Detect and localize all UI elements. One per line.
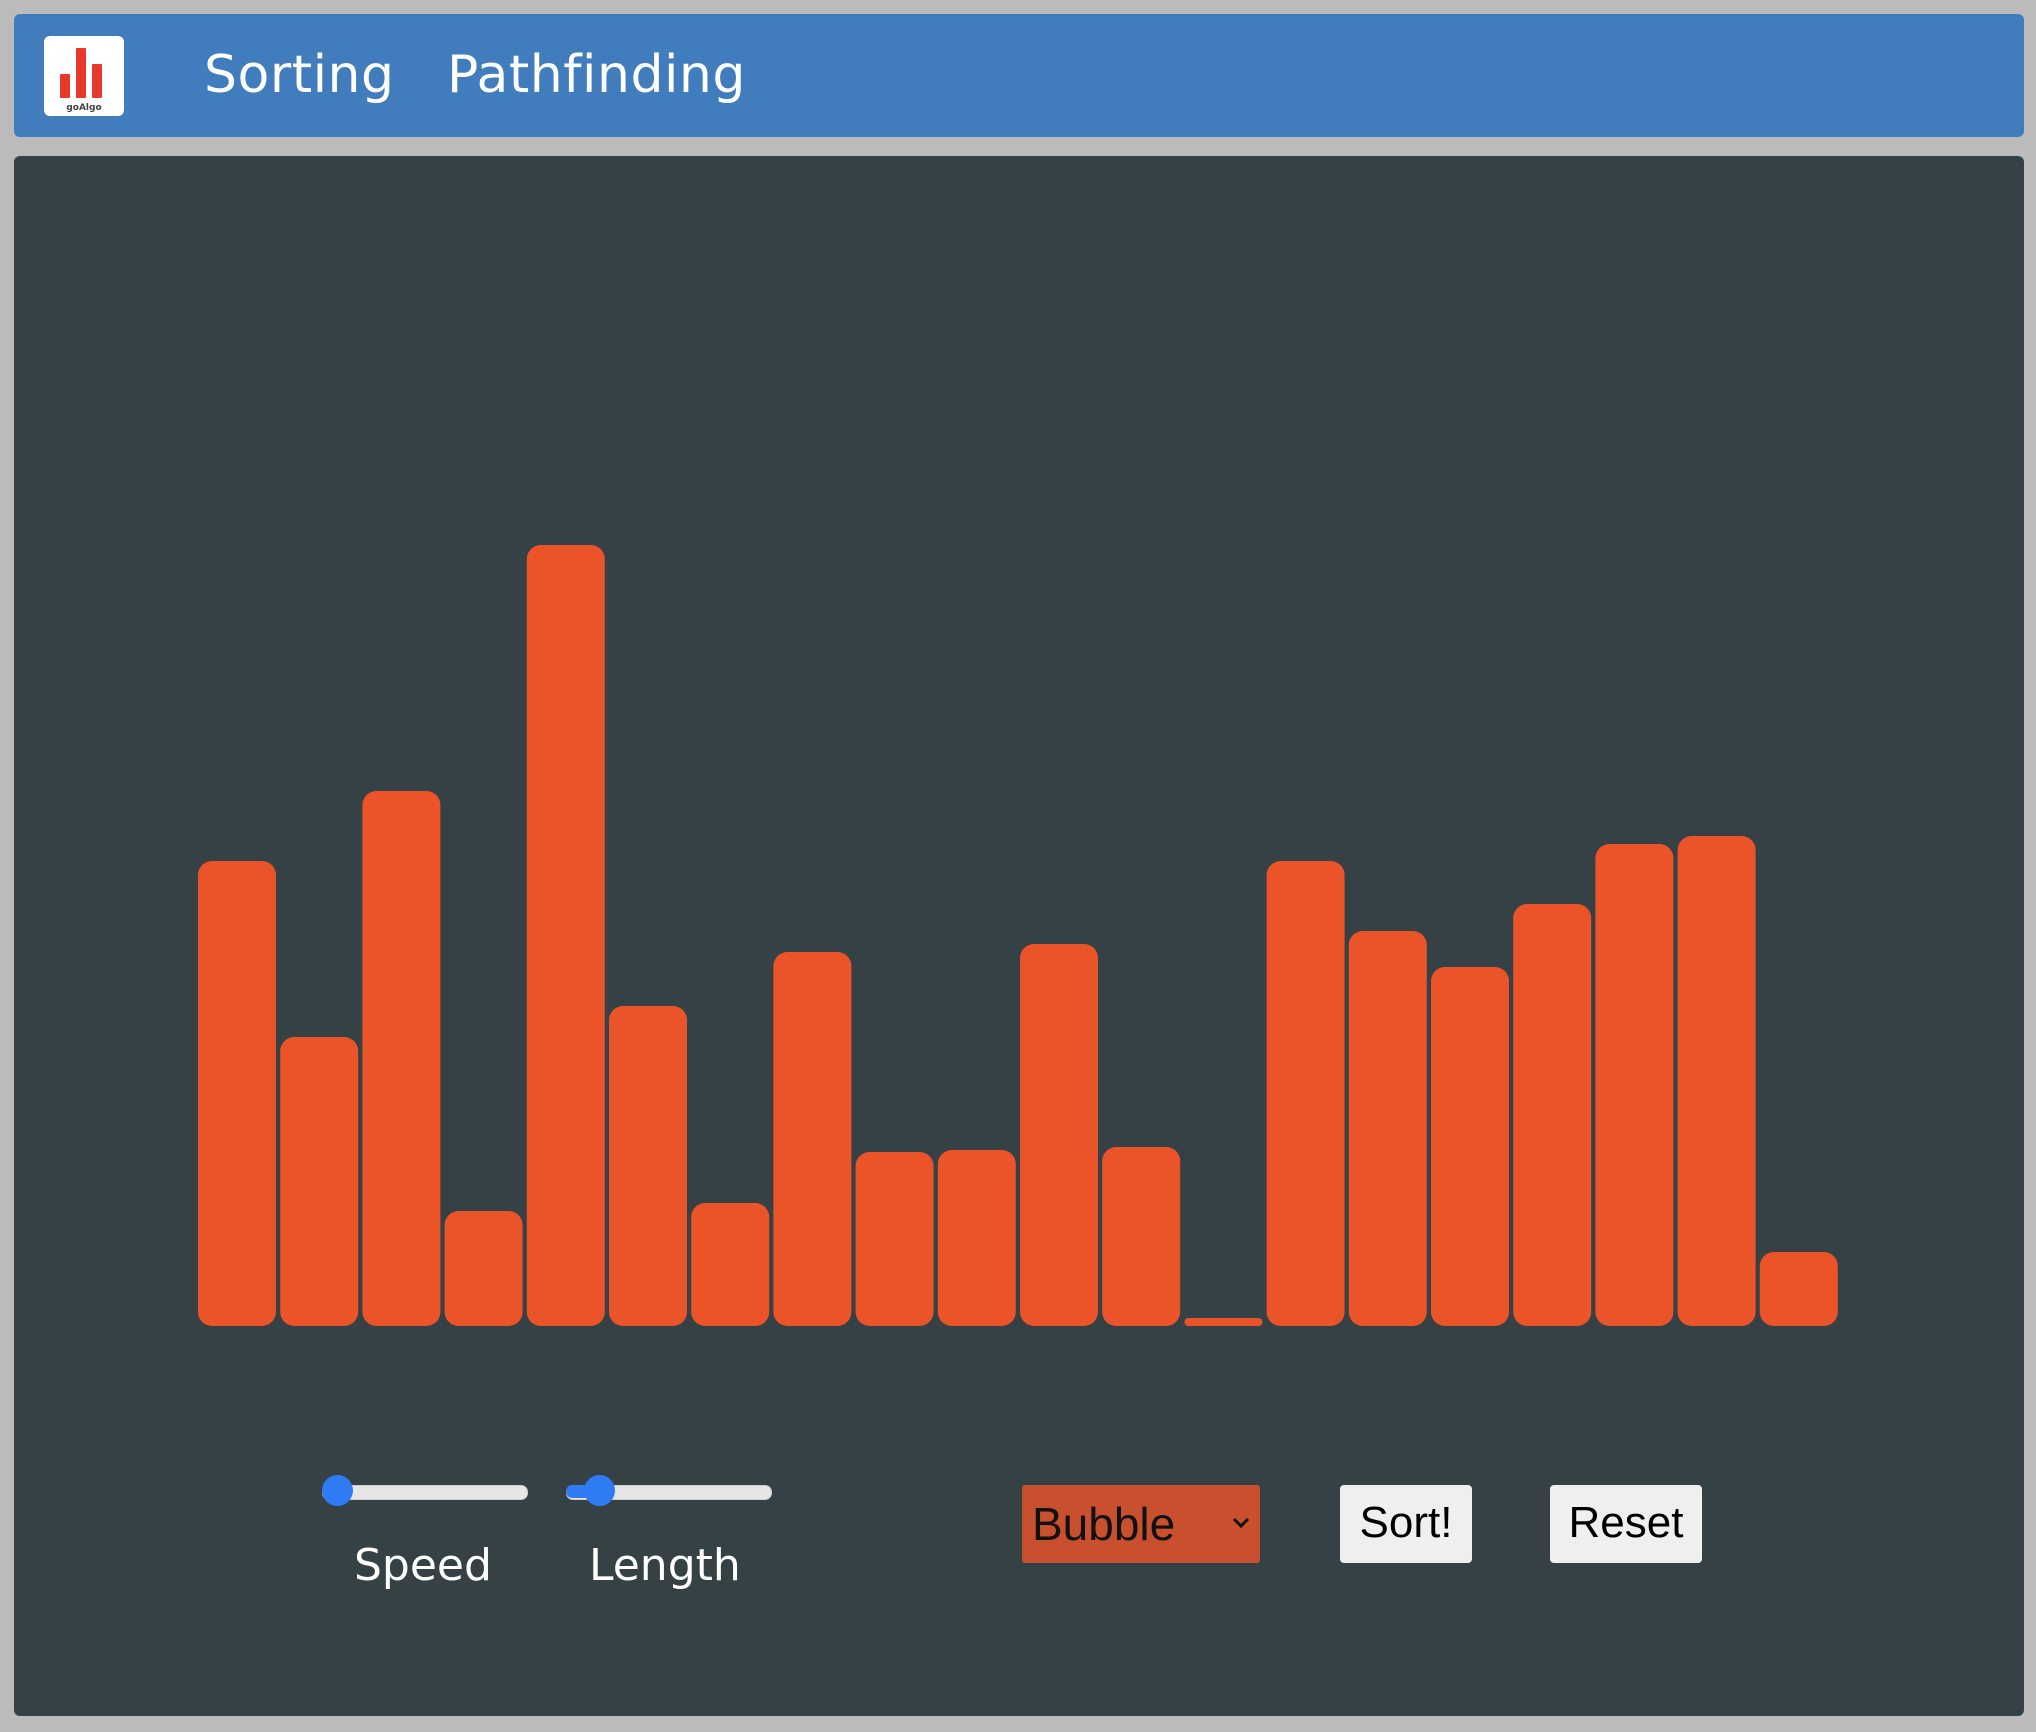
sort-button[interactable]: Sort! [1340,1485,1472,1563]
array-bar [1677,836,1756,1326]
algorithm-select-value: Bubble [1032,1498,1176,1550]
sorting-visualizer-panel: Speed Length Bubble Sort! Reset [14,156,2024,1716]
array-bar [526,545,605,1326]
speed-label: Speed [354,1540,492,1591]
array-bar [1759,1252,1838,1326]
speed-slider-track [322,1485,528,1500]
array-bar [1348,931,1427,1326]
length-slider[interactable] [566,1471,772,1511]
chevron-down-icon [1232,1517,1250,1529]
array-bar [362,791,441,1326]
array-bar [1431,967,1509,1326]
reset-button[interactable]: Reset [1550,1485,1702,1563]
nav-sorting[interactable]: Sorting [204,45,395,105]
array-bar [1184,1318,1263,1326]
algorithm-select[interactable]: Bubble [1022,1485,1260,1563]
array-bar [444,1211,523,1326]
bars-area [198,545,1838,1326]
array-bar [609,1006,687,1326]
array-bar [773,952,852,1326]
speed-slider-thumb[interactable] [322,1475,353,1506]
array-bar [1102,1147,1181,1326]
array-bar [280,1037,359,1326]
length-label: Length [589,1540,741,1591]
array-bar [691,1203,770,1326]
goalgo-logo[interactable]: goAlgo [44,36,124,116]
array-bar [937,1150,1016,1326]
nav-pathfinding[interactable]: Pathfinding [447,45,746,105]
array-bar [855,1152,934,1326]
array-bar [1020,944,1098,1326]
svg-text:goAlgo: goAlgo [66,103,101,113]
array-bar [198,861,276,1326]
array-bar [1266,861,1345,1326]
length-slider-thumb[interactable] [583,1475,615,1506]
speed-slider[interactable] [322,1471,528,1511]
array-bar [1595,844,1674,1326]
navbar: goAlgo Sorting Pathfinding [14,14,2024,137]
bar-chart-logo-icon: goAlgo [60,48,102,113]
array-bar [1513,904,1592,1326]
